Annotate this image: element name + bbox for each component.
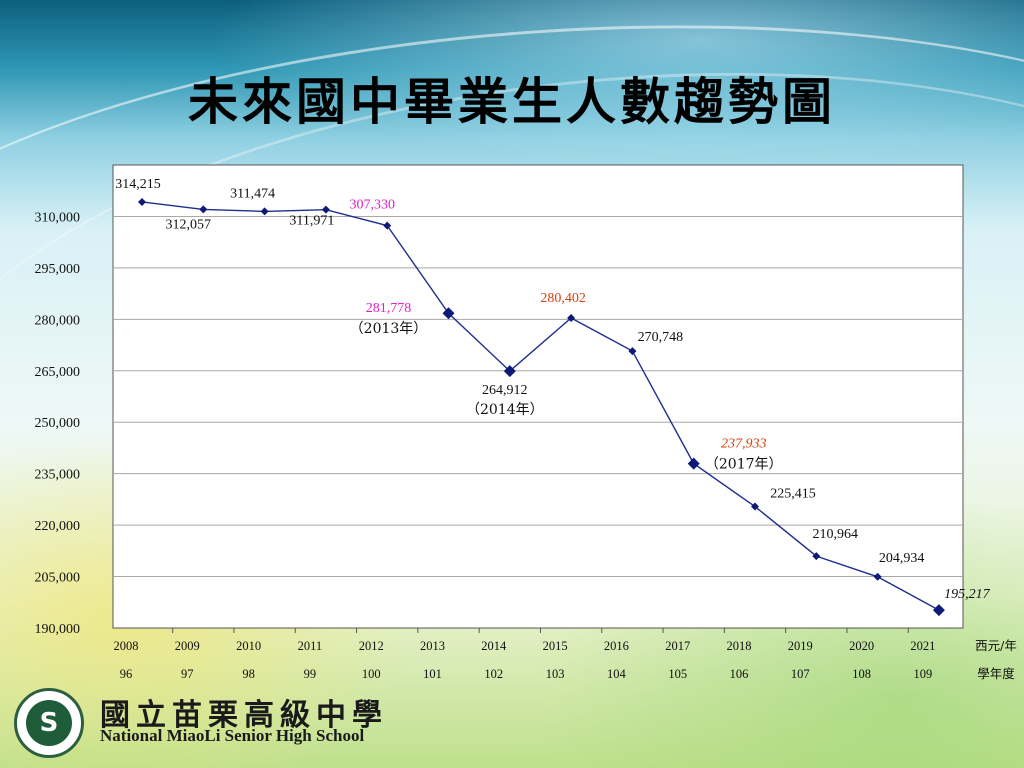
data-point [199, 205, 208, 214]
school-logo: S [14, 688, 84, 758]
data-point [442, 307, 455, 320]
data-point [812, 552, 821, 561]
data-label: 311,971 [289, 214, 334, 229]
data-label: 307,330 [349, 198, 395, 213]
academic-unit-label: 學年度 [977, 666, 1015, 681]
y-tick-label: 220,000 [35, 519, 81, 534]
data-point [567, 313, 576, 322]
data-point [138, 197, 146, 206]
data-label: 195,217 [944, 587, 991, 602]
x-tick-label: 2019 [788, 639, 813, 653]
data-label: 264,912 [482, 383, 528, 398]
plot-area [112, 164, 964, 629]
x-tick-label: 2017 [665, 639, 690, 653]
y-tick-label: 265,000 [35, 365, 81, 380]
data-label: 311,474 [230, 186, 275, 201]
x-tick-label: 2016 [604, 639, 629, 653]
x-tick-label: 2011 [298, 639, 323, 653]
y-tick-label: 190,000 [35, 622, 81, 637]
year-annotation: （2013年） [350, 321, 428, 337]
school-name-chinese: 國立苗栗高級中學 [100, 698, 388, 733]
x-tick-label: 2013 [420, 639, 445, 653]
data-point [932, 604, 945, 617]
y-tick-label: 295,000 [35, 262, 81, 277]
academic-year-label: 109 [914, 667, 933, 681]
x-tick-label: 2012 [359, 639, 384, 653]
academic-year-label: 104 [607, 667, 627, 681]
academic-year-label: 106 [730, 667, 749, 681]
x-tick-label: 2020 [849, 639, 874, 653]
school-name-english: National MiaoLi Senior High School [100, 726, 365, 745]
y-tick-label: 310,000 [35, 210, 81, 225]
data-point [503, 365, 516, 378]
data-label: 204,934 [879, 551, 925, 566]
data-point [873, 572, 882, 581]
data-label: 312,057 [166, 217, 212, 232]
y-tick-label: 235,000 [35, 468, 81, 483]
academic-year-label: 101 [423, 667, 442, 681]
data-point [260, 207, 269, 216]
academic-year-label: 96 [120, 667, 133, 681]
series-line [141, 201, 940, 611]
academic-year-label: 98 [242, 667, 255, 681]
x-tick-label: 2010 [236, 639, 261, 653]
data-point [751, 502, 759, 511]
x-tick-label: 2008 [114, 639, 139, 653]
y-tick-label: 280,000 [35, 313, 81, 328]
academic-year-label: 103 [546, 667, 565, 681]
x-unit-label: 西元/年 [975, 638, 1017, 653]
data-point [383, 221, 392, 230]
academic-year-label: 105 [668, 667, 687, 681]
slide-title: 未來國中畢業生人數趨勢圖 [188, 72, 836, 131]
x-tick-label: 2018 [727, 639, 752, 653]
x-tick-label: 2009 [175, 639, 200, 653]
academic-year-label: 102 [484, 667, 503, 681]
data-label: 237,933 [721, 437, 767, 452]
year-annotation: （2017年） [705, 457, 783, 473]
y-tick-label: 250,000 [35, 416, 81, 431]
data-label: 281,778 [366, 301, 412, 316]
x-tick-label: 2015 [543, 639, 568, 653]
academic-year-label: 100 [362, 667, 381, 681]
x-tick-label: 2014 [481, 639, 507, 653]
data-label: 225,415 [770, 487, 816, 502]
data-point [687, 457, 700, 470]
data-label: 280,402 [540, 291, 586, 306]
academic-year-label: 97 [181, 667, 194, 681]
academic-year-label: 108 [852, 667, 871, 681]
academic-year-label: 99 [304, 667, 317, 681]
data-label: 314,215 [115, 177, 161, 192]
academic-year-label: 107 [791, 667, 810, 681]
year-annotation: （2014年） [466, 402, 544, 418]
data-label: 210,964 [813, 527, 859, 542]
y-tick-label: 205,000 [35, 571, 81, 586]
x-tick-label: 2021 [910, 639, 935, 653]
data-point [628, 347, 637, 356]
data-point [321, 205, 330, 214]
data-label: 270,748 [638, 330, 684, 345]
